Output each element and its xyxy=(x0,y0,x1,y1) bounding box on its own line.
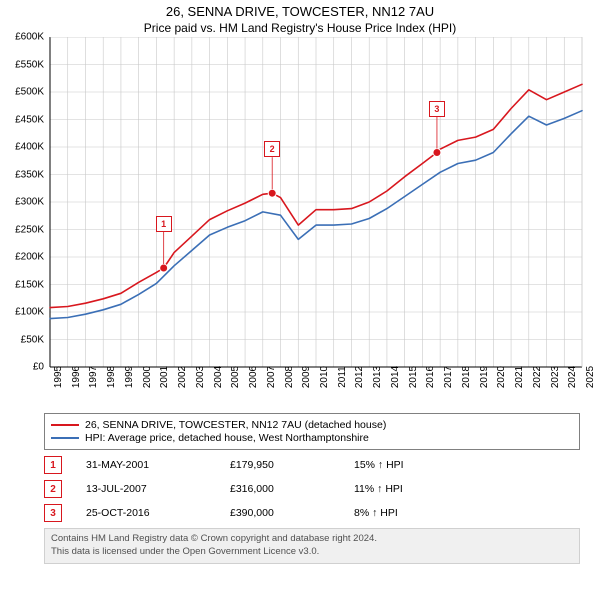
transaction-price: £390,000 xyxy=(230,507,330,519)
x-axis-tick-label: 2009 xyxy=(301,366,312,388)
x-axis-tick-label: 2008 xyxy=(284,366,295,388)
transaction-number-box: 2 xyxy=(44,480,62,498)
chart-area: £0 £50K £100K £150K £200K £250K £300K £350K £400… xyxy=(0,37,600,409)
legend-label: HPI: Average price, detached house, West… xyxy=(85,432,369,444)
transactions-table: 1 31-MAY-2001 £179,950 15% ↑ HPI 2 13-JUL-200… xyxy=(44,456,580,522)
transaction-price: £179,950 xyxy=(230,459,330,471)
x-axis-tick-label: 2000 xyxy=(142,366,153,388)
x-axis-tick-label: 2015 xyxy=(408,366,419,388)
x-axis-tick-label: 2012 xyxy=(354,366,365,388)
transaction-date: 13-JUL-2007 xyxy=(86,483,206,495)
chart-svg xyxy=(0,37,600,409)
x-axis-tick-label: 2013 xyxy=(372,366,383,388)
x-axis-tick-label: 2011 xyxy=(337,366,348,388)
y-axis-tick-label: £0 xyxy=(33,362,44,373)
transaction-annotation-1: 1 xyxy=(156,216,172,232)
x-axis-tick-label: 2002 xyxy=(177,366,188,388)
titles-block: 26, SENNA DRIVE, TOWCESTER, NN12 7AU Pri… xyxy=(0,4,600,35)
x-axis-tick-label: 2023 xyxy=(550,366,561,388)
x-axis-tick-label: 2021 xyxy=(514,366,525,388)
transaction-hpi-delta: 8% ↑ HPI xyxy=(354,507,474,519)
y-axis-tick-label: £300K xyxy=(15,197,44,208)
x-axis-tick-label: 2024 xyxy=(567,366,578,388)
y-axis-tick-label: £150K xyxy=(15,279,44,290)
transaction-annotation-2: 2 xyxy=(264,141,280,157)
y-axis-tick-label: £100K xyxy=(15,307,44,318)
y-axis-tick-label: £600K xyxy=(15,32,44,43)
legend-swatch xyxy=(51,437,79,439)
x-axis-tick-label: 1997 xyxy=(88,366,99,388)
transaction-row: 2 13-JUL-2007 £316,000 11% ↑ HPI xyxy=(44,480,580,498)
x-axis-tick-label: 2016 xyxy=(425,366,436,388)
x-axis-tick-label: 2005 xyxy=(230,366,241,388)
x-axis-tick-label: 1995 xyxy=(53,366,64,388)
footer-line-2: This data is licensed under the Open Gov… xyxy=(51,546,573,559)
y-axis-tick-label: £400K xyxy=(15,142,44,153)
x-axis-tick-label: 2025 xyxy=(585,366,596,388)
attribution-footer: Contains HM Land Registry data © Crown c… xyxy=(44,528,580,564)
x-axis-tick-label: 2001 xyxy=(159,366,170,388)
transaction-number-box: 3 xyxy=(44,504,62,522)
transaction-price: £316,000 xyxy=(230,483,330,495)
x-axis-tick-label: 2022 xyxy=(532,366,543,388)
footer-line-1: Contains HM Land Registry data © Crown c… xyxy=(51,533,573,546)
page-container: 26, SENNA DRIVE, TOWCESTER, NN12 7AU Pri… xyxy=(0,4,600,594)
transaction-number-box: 1 xyxy=(44,456,62,474)
chart-title: 26, SENNA DRIVE, TOWCESTER, NN12 7AU xyxy=(0,4,600,19)
x-axis-tick-label: 2020 xyxy=(496,366,507,388)
x-axis-tick-label: 2019 xyxy=(479,366,490,388)
transaction-hpi-delta: 15% ↑ HPI xyxy=(354,459,474,471)
y-axis-tick-label: £500K xyxy=(15,87,44,98)
transaction-date: 31-MAY-2001 xyxy=(86,459,206,471)
legend-box: 26, SENNA DRIVE, TOWCESTER, NN12 7AU (de… xyxy=(44,413,580,450)
legend-swatch xyxy=(51,424,79,426)
y-axis-tick-label: £200K xyxy=(15,252,44,263)
transaction-hpi-delta: 11% ↑ HPI xyxy=(354,483,474,495)
y-axis-tick-label: £550K xyxy=(15,59,44,70)
x-axis-tick-label: 1996 xyxy=(71,366,82,388)
x-axis-tick-label: 2010 xyxy=(319,366,330,388)
transaction-annotation-3: 3 xyxy=(429,101,445,117)
x-axis-tick-label: 1999 xyxy=(124,366,135,388)
legend-item: HPI: Average price, detached house, West… xyxy=(51,432,573,444)
legend-item: 26, SENNA DRIVE, TOWCESTER, NN12 7AU (de… xyxy=(51,419,573,431)
x-axis-tick-label: 2006 xyxy=(248,366,259,388)
x-axis-tick-label: 2003 xyxy=(195,366,206,388)
x-axis-tick-label: 2007 xyxy=(266,366,277,388)
x-axis-tick-label: 2004 xyxy=(213,366,224,388)
x-axis-tick-label: 2017 xyxy=(443,366,454,388)
y-axis-tick-label: £50K xyxy=(21,334,44,345)
transaction-row: 3 25-OCT-2016 £390,000 8% ↑ HPI xyxy=(44,504,580,522)
y-axis-tick-label: £350K xyxy=(15,169,44,180)
x-axis-tick-label: 1998 xyxy=(106,366,117,388)
legend-label: 26, SENNA DRIVE, TOWCESTER, NN12 7AU (de… xyxy=(85,419,386,431)
x-axis-tick-label: 2018 xyxy=(461,366,472,388)
x-axis-tick-label: 2014 xyxy=(390,366,401,388)
chart-subtitle: Price paid vs. HM Land Registry's House … xyxy=(0,21,600,35)
transaction-row: 1 31-MAY-2001 £179,950 15% ↑ HPI xyxy=(44,456,580,474)
y-axis-tick-label: £250K xyxy=(15,224,44,235)
y-axis-tick-label: £450K xyxy=(15,114,44,125)
transaction-date: 25-OCT-2016 xyxy=(86,507,206,519)
